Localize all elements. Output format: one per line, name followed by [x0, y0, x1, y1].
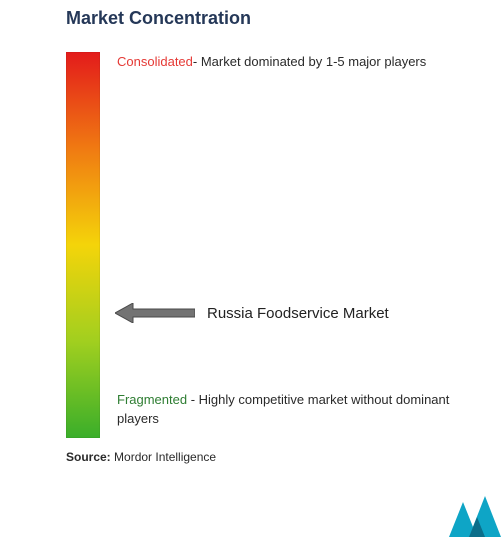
consolidated-desc: - Market dominated by 1-5 major players [193, 54, 426, 69]
fragmented-label: Fragmented - Highly competitive market w… [117, 391, 471, 429]
brand-logo [441, 492, 501, 537]
arrow-left-icon [115, 303, 195, 323]
consolidated-keyword: Consolidated [117, 54, 193, 69]
source-line: Source: Mordor Intelligence [66, 450, 216, 464]
fragmented-keyword: Fragmented [117, 392, 187, 407]
page-title: Market Concentration [66, 8, 251, 29]
logo-icon [441, 492, 501, 537]
market-name: Russia Foodservice Market [207, 305, 389, 322]
concentration-gradient-bar [66, 52, 100, 438]
source-prefix: Source: [66, 450, 111, 464]
consolidated-label: Consolidated- Market dominated by 1-5 ma… [117, 53, 471, 72]
market-pointer: Russia Foodservice Market [115, 303, 389, 323]
source-name: Mordor Intelligence [111, 450, 216, 464]
